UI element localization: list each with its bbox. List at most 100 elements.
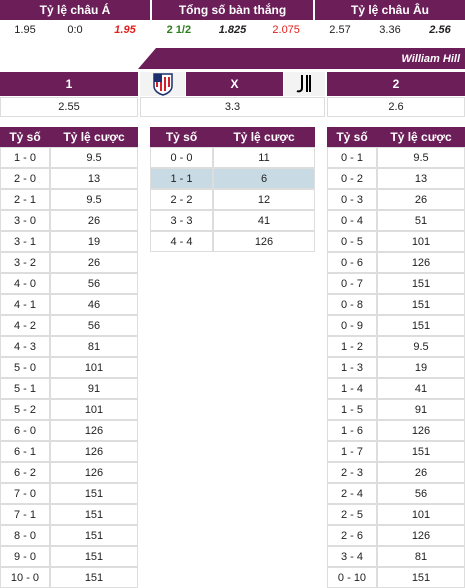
odds: 41 — [377, 378, 465, 399]
score: 0 - 2 — [327, 168, 377, 189]
score: 0 - 7 — [327, 273, 377, 294]
score: 1 - 7 — [327, 441, 377, 462]
score: 8 - 0 — [0, 525, 50, 546]
column-header: Tỷ lệ cược — [50, 127, 138, 147]
result-odds: 3.3 — [140, 97, 325, 117]
odds: 151 — [377, 441, 465, 462]
score: 0 - 3 — [327, 189, 377, 210]
odds: 151 — [50, 483, 138, 504]
euro-header: Tỷ lệ châu Âu — [315, 0, 465, 20]
column-header: Tỷ số — [0, 127, 50, 147]
score: 0 - 6 — [327, 252, 377, 273]
score: 3 - 4 — [327, 546, 377, 567]
score: 1 - 5 — [327, 399, 377, 420]
odds: 11 — [213, 147, 315, 168]
score: 1 - 2 — [327, 336, 377, 357]
score: 1 - 0 — [0, 147, 50, 168]
odds: 9.5 — [50, 189, 138, 210]
odds: 56 — [377, 483, 465, 504]
bookmaker-banner — [138, 48, 465, 69]
result-label: X — [186, 72, 283, 96]
score: 2 - 6 — [327, 525, 377, 546]
odds-value: 2.075 — [272, 24, 300, 36]
column-header: Tỷ lệ cược — [213, 127, 315, 147]
odds: 91 — [377, 399, 465, 420]
asian-header: Tỷ lệ châu Á — [0, 0, 150, 20]
odds: 126 — [377, 525, 465, 546]
odds: 41 — [213, 210, 315, 231]
odds: 151 — [50, 546, 138, 567]
odds-value: 2.57 — [329, 24, 351, 36]
score: 1 - 6 — [327, 420, 377, 441]
score: 6 - 2 — [0, 462, 50, 483]
odds: 151 — [377, 567, 465, 588]
odds: 126 — [377, 420, 465, 441]
score: 0 - 9 — [327, 315, 377, 336]
odds: 26 — [377, 462, 465, 483]
score: 0 - 1 — [327, 147, 377, 168]
odds: 12 — [213, 189, 315, 210]
odds: 51 — [377, 210, 465, 231]
score: 2 - 4 — [327, 483, 377, 504]
odds-value: 1.95 — [114, 24, 136, 36]
result-label: 2 — [327, 72, 465, 96]
odds: 151 — [377, 294, 465, 315]
score: 5 - 2 — [0, 399, 50, 420]
score: 4 - 1 — [0, 294, 50, 315]
odds: 6 — [213, 168, 315, 189]
column-header: Tỷ số — [327, 127, 377, 147]
score: 0 - 5 — [327, 231, 377, 252]
odds: 101 — [50, 399, 138, 420]
column-header: Tỷ lệ cược — [377, 127, 465, 147]
home-logo — [140, 72, 185, 96]
score: 3 - 1 — [0, 231, 50, 252]
away-logo — [284, 72, 325, 96]
score: 2 - 2 — [150, 189, 213, 210]
score: 4 - 4 — [150, 231, 213, 252]
odds-value: 3.36 — [379, 24, 401, 36]
odds-value: 2.56 — [429, 24, 451, 36]
odds: 151 — [377, 273, 465, 294]
odds: 13 — [377, 168, 465, 189]
total-header: Tổng số bàn thắng — [152, 0, 313, 20]
odds: 9.5 — [377, 336, 465, 357]
score: 0 - 10 — [327, 567, 377, 588]
score: 1 - 4 — [327, 378, 377, 399]
score: 2 - 0 — [0, 168, 50, 189]
score: 9 - 0 — [0, 546, 50, 567]
odds-value: 1.825 — [218, 24, 247, 36]
score: 0 - 8 — [327, 294, 377, 315]
odds: 151 — [50, 525, 138, 546]
odds: 151 — [50, 504, 138, 525]
score: 1 - 1 — [150, 168, 213, 189]
result-odds: 2.55 — [0, 97, 138, 117]
score: 4 - 2 — [0, 315, 50, 336]
score: 6 - 0 — [0, 420, 50, 441]
result-odds: 2.6 — [327, 97, 465, 117]
score: 5 - 0 — [0, 357, 50, 378]
score: 1 - 3 — [327, 357, 377, 378]
score: 0 - 0 — [150, 147, 213, 168]
odds: 9.5 — [377, 147, 465, 168]
score: 7 - 1 — [0, 504, 50, 525]
odds: 101 — [377, 231, 465, 252]
odds: 13 — [50, 168, 138, 189]
odds: 126 — [50, 462, 138, 483]
result-label: 1 — [0, 72, 138, 96]
odds: 26 — [50, 252, 138, 273]
odds: 126 — [213, 231, 315, 252]
score: 3 - 0 — [0, 210, 50, 231]
score: 2 - 1 — [0, 189, 50, 210]
score: 7 - 0 — [0, 483, 50, 504]
odds-value: 1.95 — [14, 24, 36, 36]
odds: 26 — [50, 210, 138, 231]
odds: 101 — [377, 504, 465, 525]
bookmaker-name: William Hill — [401, 52, 460, 65]
column-header: Tỷ số — [150, 127, 213, 147]
score: 3 - 2 — [0, 252, 50, 273]
score: 5 - 1 — [0, 378, 50, 399]
odds: 19 — [377, 357, 465, 378]
odds: 19 — [50, 231, 138, 252]
score: 4 - 0 — [0, 273, 50, 294]
odds: 26 — [377, 189, 465, 210]
